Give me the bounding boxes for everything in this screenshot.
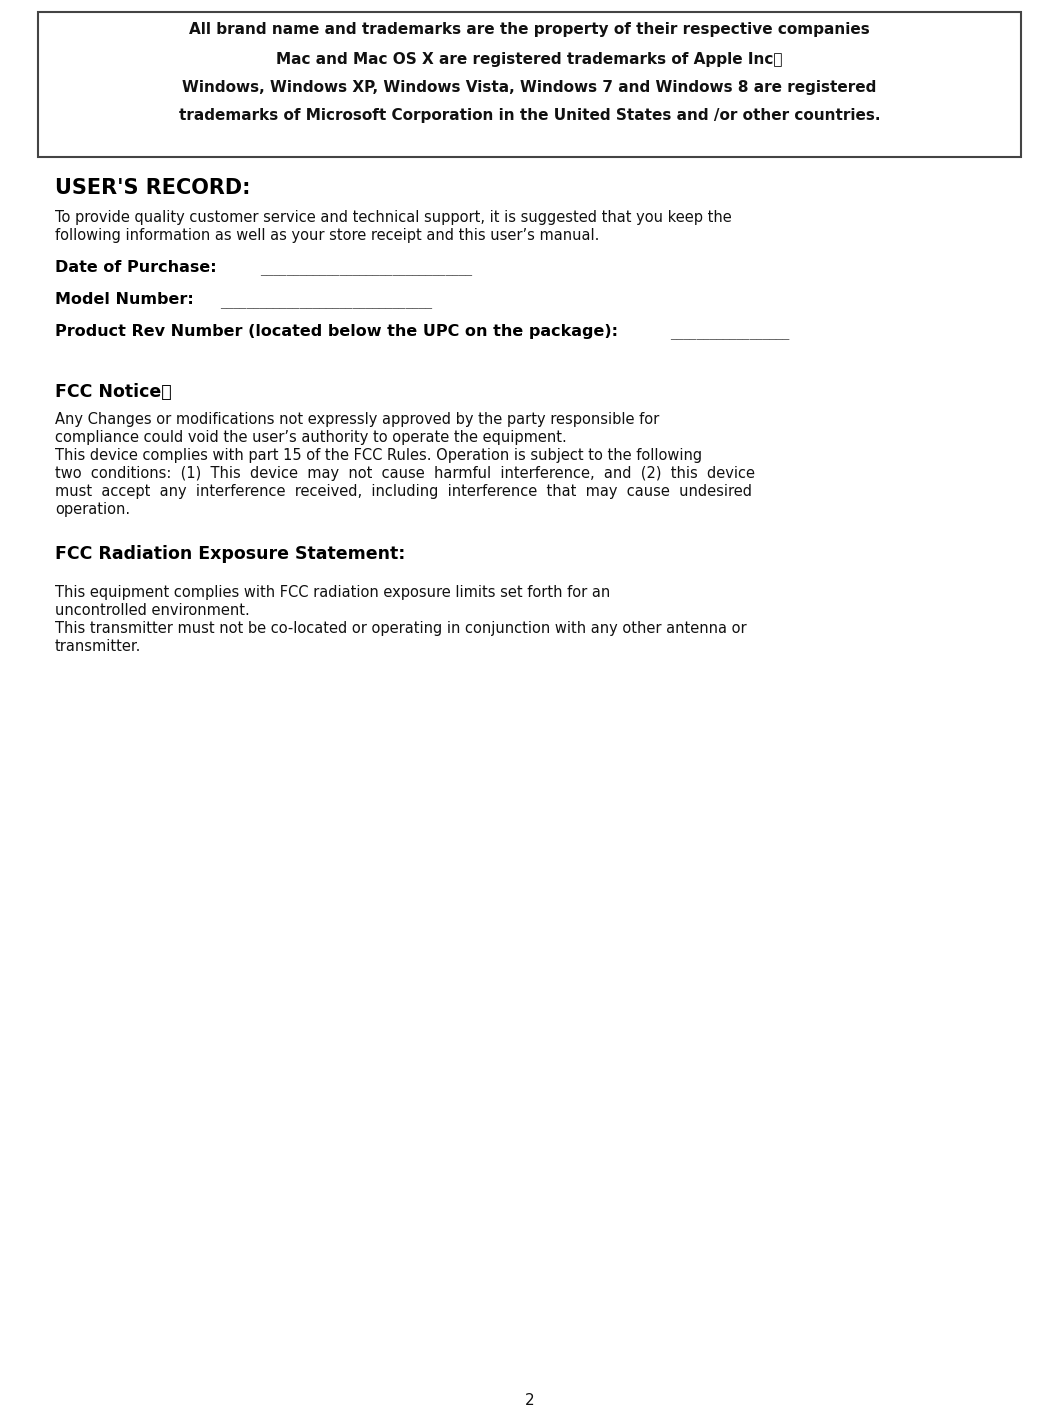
Text: Windows, Windows XP, Windows Vista, Windows 7 and Windows 8 are registered: Windows, Windows XP, Windows Vista, Wind… (182, 80, 877, 94)
Text: ________________________________: ________________________________ (220, 296, 432, 309)
Text: FCC Radiation Exposure Statement:: FCC Radiation Exposure Statement: (55, 546, 406, 563)
Text: __________________: __________________ (670, 327, 789, 340)
Text: USER'S RECORD:: USER'S RECORD: (55, 178, 251, 197)
Text: must  accept  any  interference  received,  including  interference  that  may  : must accept any interference received, i… (55, 484, 752, 499)
Text: two  conditions:  (1)  This  device  may  not  cause  harmful  interference,  an: two conditions: (1) This device may not … (55, 465, 755, 481)
Text: All brand name and trademarks are the property of their respective companies: All brand name and trademarks are the pr… (190, 23, 869, 37)
FancyBboxPatch shape (38, 13, 1021, 157)
Text: Date of Purchase:: Date of Purchase: (55, 259, 217, 275)
Text: trademarks of Microsoft Corporation in the United States and /or other countries: trademarks of Microsoft Corporation in t… (179, 109, 880, 123)
Text: operation.: operation. (55, 502, 130, 517)
Text: To provide quality customer service and technical support, it is suggested that : To provide quality customer service and … (55, 210, 732, 226)
Text: 2: 2 (524, 1393, 535, 1409)
Text: transmitter.: transmitter. (55, 639, 141, 654)
Text: ________________________________: ________________________________ (261, 264, 472, 276)
Text: This equipment complies with FCC radiation exposure limits set forth for an: This equipment complies with FCC radiati… (55, 585, 610, 601)
Text: uncontrolled environment.: uncontrolled environment. (55, 603, 250, 618)
Text: compliance could void the user’s authority to operate the equipment.: compliance could void the user’s authori… (55, 430, 567, 446)
Text: Product Rev Number (located below the UPC on the package):: Product Rev Number (located below the UP… (55, 324, 618, 338)
Text: Any Changes or modifications not expressly approved by the party responsible for: Any Changes or modifications not express… (55, 412, 660, 427)
Text: This device complies with part 15 of the FCC Rules. Operation is subject to the : This device complies with part 15 of the… (55, 448, 702, 462)
Text: Mac and Mac OS X are registered trademarks of Apple Inc；: Mac and Mac OS X are registered trademar… (276, 52, 783, 68)
Text: FCC Notice：: FCC Notice： (55, 384, 172, 400)
Text: This transmitter must not be co-located or operating in conjunction with any oth: This transmitter must not be co-located … (55, 620, 747, 636)
Text: Model Number:: Model Number: (55, 292, 194, 307)
Text: following information as well as your store receipt and this user’s manual.: following information as well as your st… (55, 228, 599, 243)
